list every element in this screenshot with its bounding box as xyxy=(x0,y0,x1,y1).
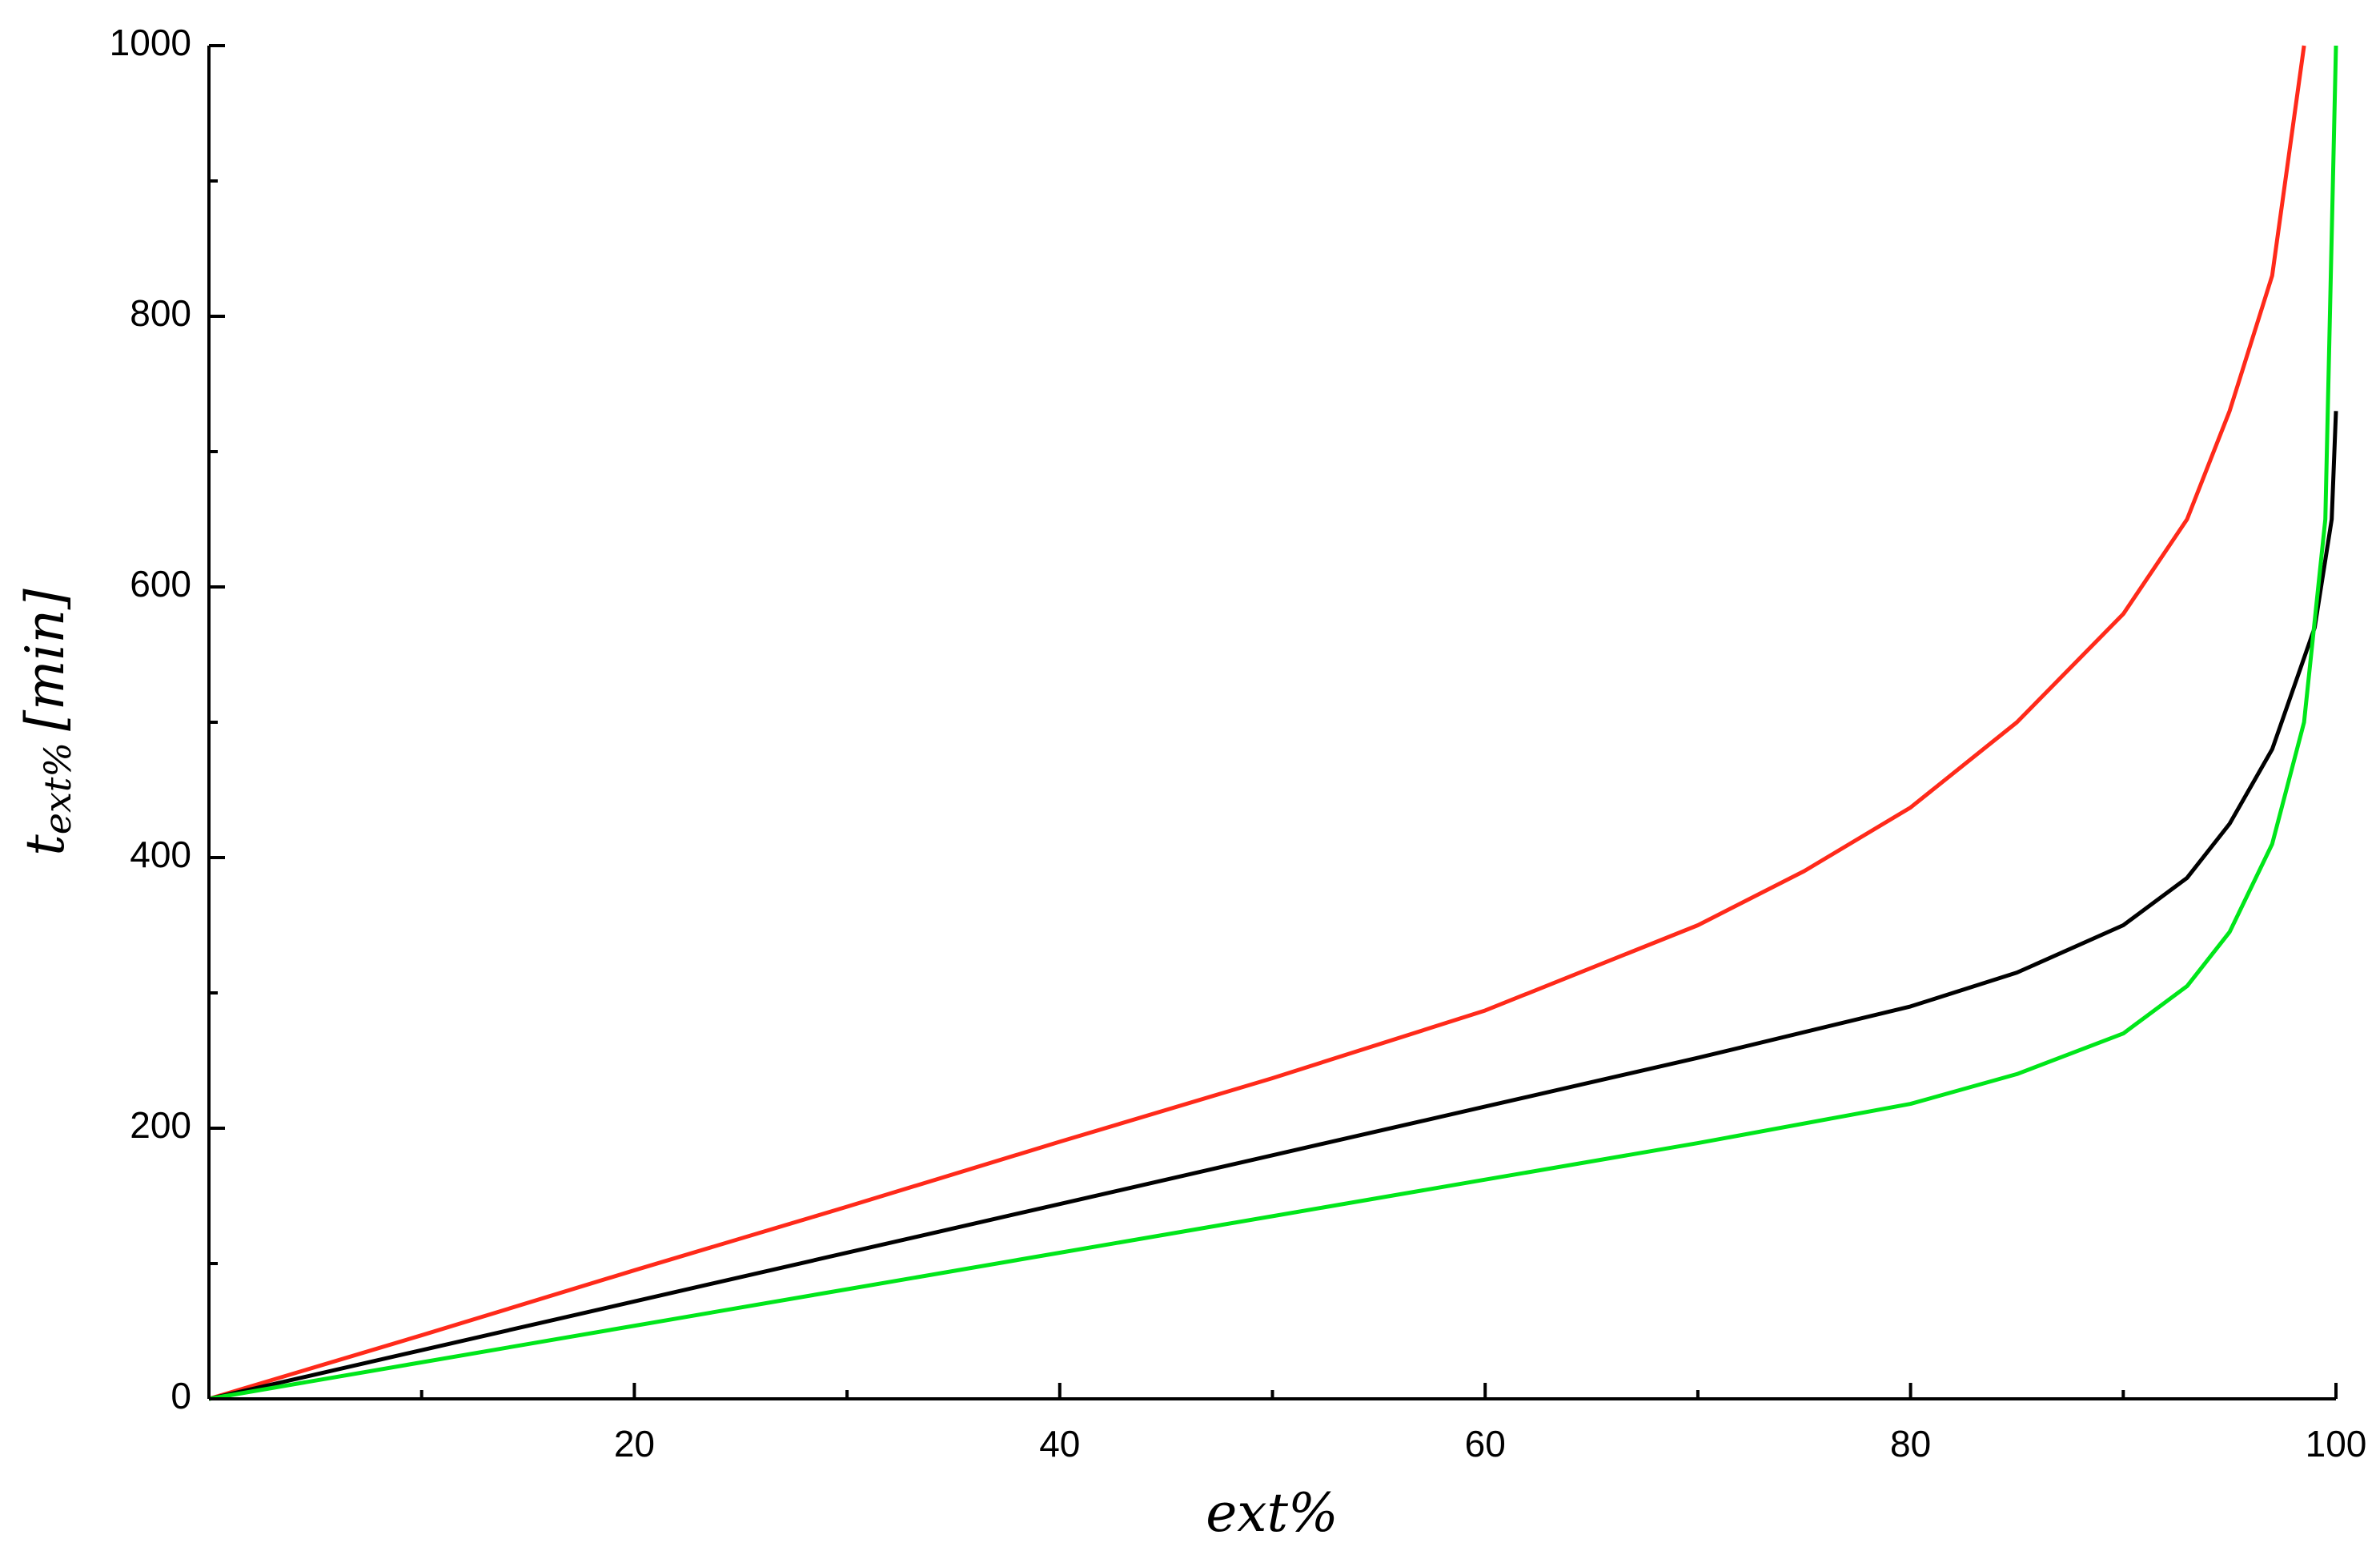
y-tick-label: 600 xyxy=(130,563,191,605)
x-tick-label: 20 xyxy=(614,1423,655,1465)
x-tick-label: 100 xyxy=(2306,1423,2367,1465)
y-tick-label: 1000 xyxy=(110,22,191,63)
data-line xyxy=(208,45,2306,1401)
x-tick-label: 80 xyxy=(1890,1423,1931,1465)
y-tick-label: 0 xyxy=(171,1375,191,1416)
y-tick-label: 400 xyxy=(130,834,191,875)
y-title-sub: ext% xyxy=(36,742,79,834)
y-axis-title: text% [min] xyxy=(14,589,79,856)
data-line xyxy=(208,45,2338,1401)
y-title-unit: [min] xyxy=(14,589,76,731)
x-tick-label: 40 xyxy=(1039,1423,1080,1465)
y-tick-label: 800 xyxy=(130,292,191,334)
x-axis-title: ext% xyxy=(1206,1482,1338,1544)
y-title-main: t xyxy=(14,834,76,856)
data-line xyxy=(208,411,2338,1401)
y-tick-label: 200 xyxy=(130,1104,191,1146)
x-tick-label: 60 xyxy=(1465,1423,1506,1465)
